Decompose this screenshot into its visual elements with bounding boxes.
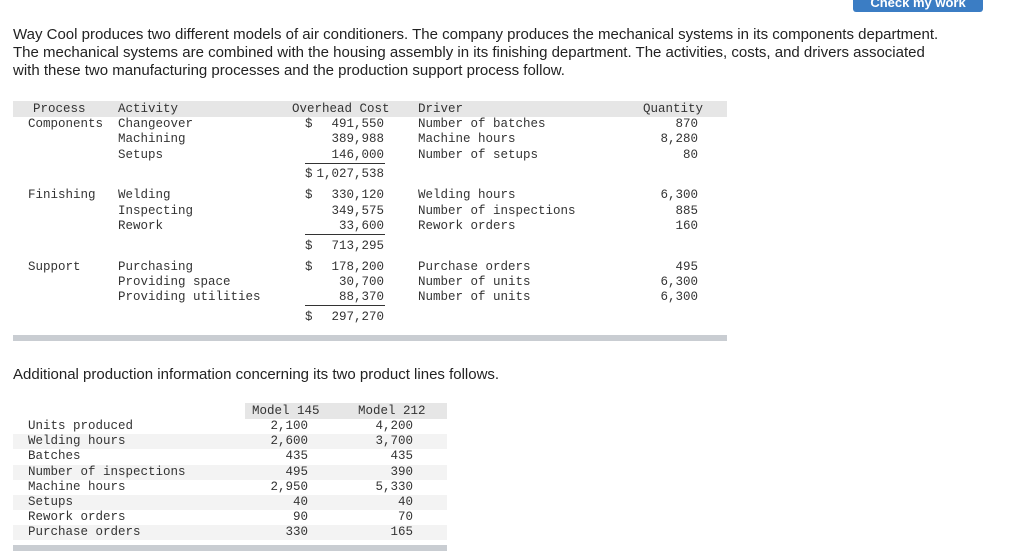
quantity: 6,300 [660, 290, 698, 305]
quantity: 870 [675, 117, 698, 131]
row-label: Batches [28, 449, 81, 464]
model-145-value: 90 [292, 510, 308, 525]
quantity: 6,300 [660, 275, 698, 290]
activity: Inspecting [118, 203, 194, 218]
currency-symbol: $ [305, 117, 313, 131]
row-label: Rework orders [28, 510, 126, 525]
row-label: Units produced [28, 419, 134, 433]
column-header: Overhead Cost [292, 102, 390, 116]
model-145-value: 2,600 [270, 434, 308, 449]
row-bg [13, 434, 447, 450]
currency-symbol: $ [305, 238, 313, 253]
activity: Machining [118, 132, 186, 147]
table-bottom [13, 545, 447, 551]
overhead-cost: 330,120 [331, 188, 384, 203]
column-header: Quantity [643, 102, 704, 116]
row-bg [13, 464, 447, 480]
driver: Machine hours [418, 132, 516, 147]
column-header: Model 212 [358, 404, 426, 418]
row-bg [13, 525, 447, 541]
quantity: 6,300 [660, 188, 698, 203]
intro-text: Way Cool produces two different models o… [13, 26, 939, 79]
model-145-value: 40 [292, 495, 308, 509]
quantity: 885 [675, 203, 698, 218]
quantity: 80 [682, 147, 698, 162]
process-label: Support [28, 259, 81, 274]
activity: Welding [118, 188, 171, 203]
underline [305, 234, 385, 235]
header-bg [13, 101, 727, 117]
model-212-value: 4,200 [375, 419, 413, 433]
model-212-value: 40 [397, 495, 413, 509]
column-header: Activity [118, 102, 179, 116]
driver: Number of units [418, 290, 531, 305]
check-button[interactable]: Check my work [853, 0, 983, 12]
subtotal: 1,027,538 [316, 167, 384, 182]
subtotal: 297,270 [331, 310, 384, 325]
overhead-cost: 33,600 [338, 219, 384, 233]
quantity: 8,280 [660, 132, 698, 147]
currency-symbol: $ [305, 310, 313, 325]
overhead-cost: 178,200 [331, 259, 384, 274]
driver: Number of batches [418, 117, 546, 131]
driver: Number of inspections [418, 203, 576, 218]
quantity: 495 [675, 259, 698, 274]
model-145-value: 330 [285, 525, 308, 540]
column-header: Process [33, 102, 86, 116]
model-145-value: 495 [285, 464, 308, 479]
activity: Changeover [118, 117, 194, 131]
additional-text: Additional production information concer… [13, 366, 500, 383]
overhead-cost: 349,575 [331, 203, 384, 218]
model-212-value: 5,330 [375, 479, 413, 494]
overhead-cost: 389,988 [331, 132, 384, 147]
subtotal: 713,295 [331, 238, 384, 253]
model-212-value: 435 [390, 449, 413, 464]
currency-symbol: $ [305, 188, 313, 203]
driver: Number of setups [418, 147, 539, 162]
activity: Providing space [118, 275, 231, 290]
quantity: 160 [675, 219, 698, 233]
overhead-cost: 146,000 [331, 147, 384, 162]
header-bg [245, 403, 447, 419]
driver: Rework orders [418, 219, 516, 233]
column-header: Driver [418, 102, 464, 116]
model-212-value: 165 [390, 525, 413, 540]
model-145-value: 2,100 [270, 419, 308, 433]
process-label: Components [28, 117, 104, 131]
underline [305, 305, 385, 307]
model-212-value: 3,700 [375, 434, 413, 449]
driver: Number of units [418, 275, 531, 290]
overhead-cost: 30,700 [338, 275, 384, 290]
activity: Rework [118, 219, 164, 233]
activity: Setups [118, 147, 164, 162]
row-label: Setups [28, 495, 74, 509]
process-label: Finishing [28, 188, 96, 203]
model-212-value: 70 [397, 510, 413, 525]
currency-symbol: $ [305, 259, 313, 274]
column-header: Model 145 [252, 404, 320, 418]
overhead-cost: 491,550 [331, 117, 384, 131]
row-label: Number of inspections [28, 464, 186, 479]
row-label: Welding hours [28, 434, 126, 449]
overhead-cost: 88,370 [338, 290, 384, 305]
activity: Providing utilities [118, 290, 261, 305]
currency-symbol: $ [305, 167, 313, 182]
driver: Purchase orders [418, 259, 531, 274]
model-145-value: 2,950 [270, 479, 308, 494]
model-212-value: 390 [390, 464, 413, 479]
row-bg [13, 495, 447, 510]
row-label: Purchase orders [28, 525, 141, 540]
table-bottom [13, 335, 727, 341]
underline [305, 162, 385, 164]
model-145-value: 435 [285, 449, 308, 464]
row-label: Machine hours [28, 479, 126, 494]
activity: Purchasing [118, 259, 194, 274]
driver: Welding hours [418, 188, 516, 203]
